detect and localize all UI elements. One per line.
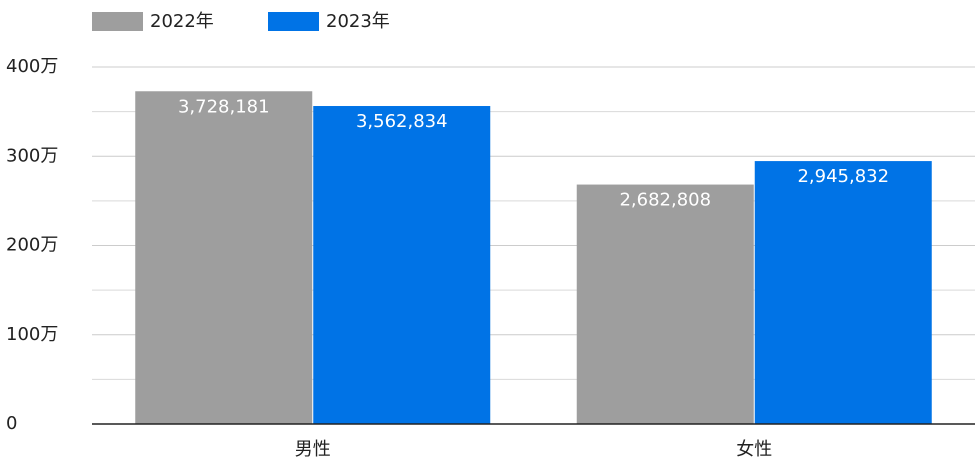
y-tick-label: 300万 — [6, 145, 58, 166]
x-tick-label: 女性 — [736, 439, 772, 460]
legend-label: 2023年 — [326, 11, 390, 32]
x-tick-label: 男性 — [295, 439, 331, 460]
bar — [313, 106, 491, 425]
y-tick-label: 200万 — [6, 235, 58, 256]
data-label: 2,945,832 — [797, 166, 889, 187]
bar — [754, 161, 932, 425]
data-label: 3,728,181 — [178, 96, 270, 117]
y-tick-label: 100万 — [6, 324, 58, 345]
legend-label: 2022年 — [150, 11, 214, 32]
data-label: 2,682,808 — [619, 190, 711, 211]
y-tick-label: 400万 — [6, 56, 58, 77]
legend-swatch — [268, 12, 319, 31]
y-tick-label: 0 — [6, 413, 17, 434]
bar — [135, 91, 313, 425]
legend-swatch — [92, 12, 143, 31]
data-label: 3,562,834 — [356, 111, 448, 132]
bar — [576, 184, 754, 424]
